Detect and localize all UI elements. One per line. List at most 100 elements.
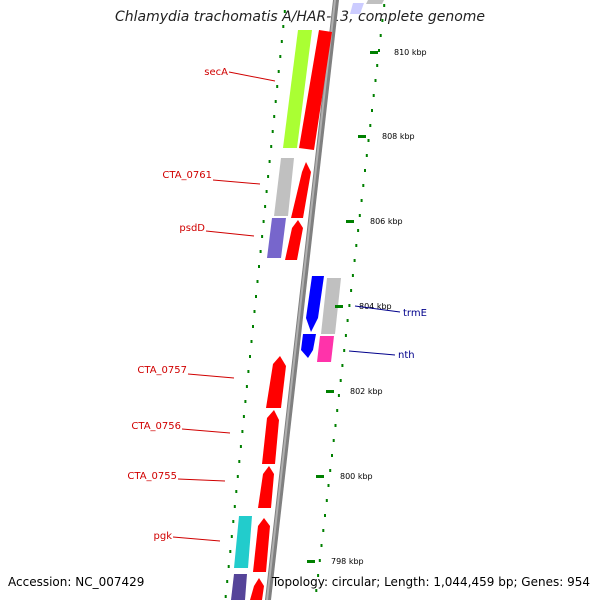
outer-ring-dot bbox=[350, 289, 353, 292]
cds-trme bbox=[306, 276, 324, 332]
outer-ring-dot bbox=[348, 304, 351, 307]
inner-ring-dot bbox=[238, 460, 241, 463]
scale-tick-mark bbox=[335, 305, 343, 308]
inner-ring-dot bbox=[239, 445, 242, 448]
outer-ring-dot bbox=[325, 499, 328, 502]
topology-label: Topology: circular; Length: 1,044,459 bp… bbox=[271, 575, 590, 589]
inner-ring-dot bbox=[236, 475, 239, 478]
category-psdd bbox=[267, 218, 286, 258]
outer-ring-dot bbox=[383, 4, 386, 7]
gene-leader-line bbox=[212, 179, 261, 185]
scale-tick-mark bbox=[326, 390, 334, 393]
cds-cta-0757 bbox=[266, 356, 286, 408]
scale-tick-mark bbox=[370, 51, 378, 54]
inner-ring-dot bbox=[276, 85, 279, 88]
outer-ring-dot bbox=[318, 559, 321, 562]
gene-label: psdD bbox=[179, 223, 205, 234]
inner-ring-dot bbox=[244, 400, 247, 403]
inner-ring-dot bbox=[279, 55, 282, 58]
outer-ring-dot bbox=[364, 169, 366, 172]
category-nth bbox=[317, 336, 334, 362]
scale-tick-label: 800 kbp bbox=[340, 472, 373, 481]
outer-ring-dot bbox=[343, 349, 346, 352]
outer-ring-dot bbox=[351, 274, 354, 277]
outer-ring-dot bbox=[320, 544, 323, 547]
inner-ring-dot bbox=[265, 190, 268, 193]
inner-ring-dot bbox=[262, 220, 265, 223]
category-seca bbox=[283, 30, 312, 148]
inner-ring-dot bbox=[256, 280, 259, 283]
category-top-gray bbox=[366, 0, 384, 4]
scale-tick-label: 802 kbp bbox=[350, 387, 383, 396]
gene-label: CTA_0757 bbox=[137, 365, 187, 376]
outer-ring-dot bbox=[324, 514, 326, 517]
inner-ring-dot bbox=[277, 70, 280, 73]
scale-tick-mark bbox=[316, 475, 324, 478]
cds-seca bbox=[299, 30, 332, 150]
outer-ring-dot bbox=[362, 184, 365, 187]
outer-ring-dot bbox=[365, 154, 368, 157]
gene-label: CTA_0756 bbox=[131, 421, 181, 432]
gene-leader-line bbox=[228, 71, 276, 82]
inner-ring-dot bbox=[273, 115, 276, 118]
inner-ring-dot bbox=[274, 100, 277, 103]
inner-ring-dot bbox=[241, 430, 244, 433]
outer-tick-ring bbox=[315, 4, 386, 592]
outer-ring-dot bbox=[337, 394, 340, 397]
inner-ring-dot bbox=[270, 145, 273, 148]
inner-ring-dot bbox=[252, 325, 254, 328]
inner-ring-dot bbox=[245, 385, 248, 388]
inner-ring-dot bbox=[247, 370, 250, 373]
scale-tick-label: 808 kbp bbox=[382, 132, 415, 141]
outer-ring-dot bbox=[367, 139, 370, 142]
scale-tick-label: 804 kbp bbox=[359, 302, 392, 311]
gene-leader-line bbox=[172, 536, 221, 542]
scale-tick-label: 810 kbp bbox=[394, 48, 427, 57]
outer-ring-dot bbox=[376, 64, 379, 67]
outer-ring-dot bbox=[360, 199, 363, 202]
outer-ring-dot bbox=[353, 259, 356, 262]
inner-ring-dot bbox=[253, 310, 256, 313]
gene-label: pgk bbox=[154, 531, 173, 542]
inner-ring-dot bbox=[268, 160, 271, 163]
inner-ring-dot bbox=[250, 340, 253, 343]
gene-leader-line bbox=[354, 305, 401, 313]
inner-ring-dot bbox=[280, 40, 283, 43]
outer-ring-dot bbox=[374, 79, 377, 82]
inner-tick-ring bbox=[224, 10, 286, 598]
outer-ring-dot bbox=[332, 439, 335, 442]
inner-ring-dot bbox=[230, 535, 233, 538]
inner-ring-dot bbox=[233, 505, 236, 508]
inner-ring-dot bbox=[264, 205, 267, 208]
inner-ring-dot bbox=[249, 355, 251, 358]
right-gene-labels: trmE nth bbox=[348, 305, 427, 361]
scale-tick-label: 806 kbp bbox=[370, 217, 403, 226]
gene-leader-line bbox=[177, 478, 226, 482]
outer-ring-dot bbox=[378, 49, 380, 52]
inner-ring-dot bbox=[224, 595, 227, 598]
inner-ring-dot bbox=[227, 565, 230, 568]
backbone-highlight bbox=[266, 0, 336, 600]
gene-label: trmE bbox=[403, 308, 427, 319]
outer-ring-dot bbox=[344, 334, 347, 337]
gene-leader-line bbox=[348, 350, 396, 356]
category-cta-0761 bbox=[274, 158, 294, 216]
gene-leader-line bbox=[181, 428, 231, 434]
inner-ring-dot bbox=[267, 175, 270, 178]
outer-ring-dot bbox=[357, 229, 360, 232]
outer-ring-dot bbox=[317, 574, 320, 577]
gene-leader-line bbox=[187, 373, 235, 379]
left-gene-labels: secA CTA_0761 psdD CTA_0757 CTA_0756 CTA_0755… bbox=[127, 67, 276, 542]
gene-leader-line bbox=[205, 230, 255, 237]
scale-tick-label: 798 kbp bbox=[331, 557, 364, 566]
inner-ring-dot bbox=[226, 580, 229, 583]
cds-cta-0756 bbox=[262, 410, 279, 464]
outer-ring-dot bbox=[322, 529, 325, 532]
accession-label: Accession: NC_007429 bbox=[8, 575, 145, 589]
inner-ring-dot bbox=[283, 10, 286, 13]
scale-tick-mark bbox=[307, 560, 315, 563]
outer-ring-dot bbox=[341, 364, 344, 367]
cds-psdd bbox=[285, 220, 303, 260]
gene-label: CTA_0761 bbox=[162, 170, 212, 181]
